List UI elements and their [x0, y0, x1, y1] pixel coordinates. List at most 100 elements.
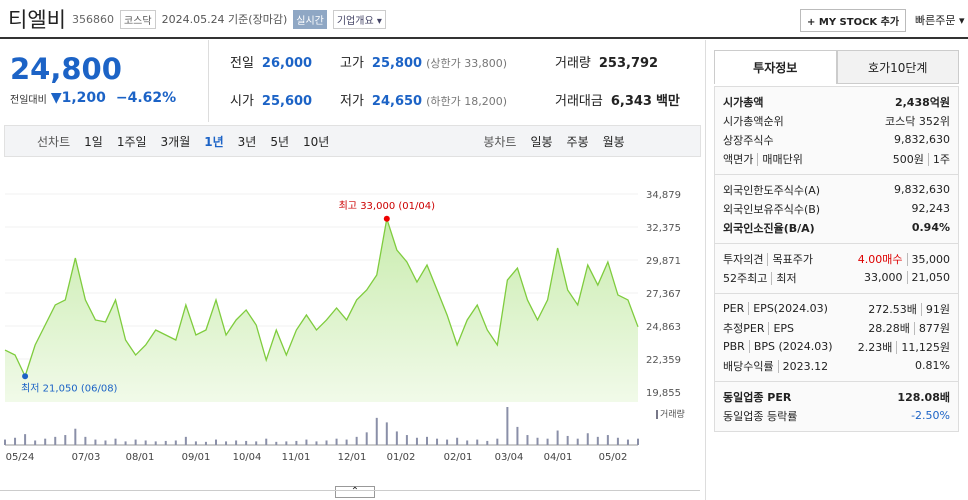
label-part: 상장주식수: [723, 133, 774, 147]
volume-bar: [546, 438, 549, 445]
side-row: 시가총액 2,438억원: [723, 92, 950, 111]
divider: [0, 490, 700, 491]
value-part: 0.94%: [911, 221, 950, 234]
side-row: 외국인소진율(B/A) 0.94%: [723, 218, 950, 237]
volume-bar: [94, 439, 97, 445]
current-price: 24,800: [10, 52, 122, 86]
y-tick-label: 27,367: [646, 289, 681, 300]
change: 전일대비 ▼1,200 −4.62%: [10, 90, 176, 106]
side-value: 0.94%: [912, 221, 950, 234]
summary-value: 253,792: [598, 56, 659, 71]
side-tab[interactable]: 투자정보: [714, 50, 837, 84]
x-tick-label: 07/03: [72, 452, 101, 463]
volume-bar: [486, 440, 489, 445]
label-part: 배당수익률: [723, 359, 774, 373]
x-tick-label: 08/01: [126, 452, 155, 463]
candle-tab[interactable]: 일봉: [530, 134, 553, 149]
volume-bar: [596, 436, 599, 445]
label-part: 시가총액순위: [723, 114, 784, 128]
volume-bar: [456, 437, 459, 445]
value-part: 128.08배: [897, 390, 950, 404]
volume-bar: [405, 435, 408, 445]
side-value: 33,000 21,050: [864, 271, 950, 284]
period-tab[interactable]: 5년: [270, 134, 290, 149]
x-tick-label: 11/01: [282, 452, 311, 463]
volume-bar: [426, 436, 428, 445]
volume-bar: [385, 422, 388, 445]
y-tick-label: 32,375: [646, 223, 681, 234]
volume-bar: [496, 438, 499, 445]
overview-button[interactable]: 기업개요 ▾: [332, 9, 386, 29]
x-tick-label: 02/01: [444, 452, 473, 463]
candle-tab[interactable]: 월봉: [602, 134, 625, 149]
volume-bar: [54, 436, 57, 445]
side-value: -2.50%: [911, 409, 950, 422]
volume-bar: [14, 437, 17, 445]
low-dot: [22, 373, 29, 380]
value-part: 28.28배: [868, 321, 910, 335]
volume-bar: [124, 441, 127, 445]
volume-bar: [466, 440, 469, 445]
side-section: 동일업종 PER 128.08배 동일업종 등락률 -2.50%: [715, 382, 958, 432]
period-tab[interactable]: 3년: [237, 134, 257, 149]
price-chart: 34,879 32,375 29,871 27,367 24,863 22,359 19,8…: [4, 190, 685, 463]
period-tabs: 선차트 1일 1주일 3개월 1년 3년 5년 10년 봉차트 일봉 주봉 월봉: [4, 125, 701, 157]
side-label: 동일업종 PER: [723, 389, 791, 405]
period-tab[interactable]: 10년: [303, 134, 330, 149]
side-label: 52주최고 최저: [723, 270, 797, 286]
value-part: 21,050: [906, 271, 950, 284]
volume-bar: [476, 439, 479, 445]
volume-bar: [255, 441, 258, 445]
label-part: 외국인한도주식수(A): [723, 183, 821, 197]
realtime-badge[interactable]: 실시간: [293, 9, 327, 29]
volume-bar: [556, 430, 559, 445]
candle-tab[interactable]: 주봉: [566, 134, 589, 149]
chart-type-label: 봉차트: [483, 134, 517, 149]
summary-value: 26,000: [261, 56, 313, 71]
label-part: 액면가: [723, 152, 754, 166]
volume-bar: [194, 441, 197, 445]
volume-bar: [446, 439, 449, 445]
period-tab[interactable]: 3개월: [160, 134, 191, 149]
summary-cell: 시가 25,600: [230, 90, 312, 109]
side-value: 272.53배 91원: [868, 301, 950, 317]
volume-bar: [164, 440, 167, 445]
side-label: 투자의견 목표주가: [723, 251, 813, 267]
collapse-button[interactable]: ⌃: [335, 486, 375, 498]
quick-order[interactable]: 빠른주문 ▾: [915, 14, 965, 27]
volume-bar: [616, 437, 619, 445]
side-label: 외국인보유주식수(B): [723, 201, 820, 217]
side-tab[interactable]: 호가10단계: [836, 50, 959, 84]
side-row: 액면가 매매단위 500원 1주: [723, 149, 950, 168]
volume-bar: [84, 436, 87, 445]
summary-value: 25,600: [261, 94, 313, 109]
period-tab[interactable]: 1일: [84, 134, 103, 149]
header: 티엘비 356860 코스닥 2024.05.24 기준(장마감) 실시간 기업…: [8, 6, 386, 32]
change-label: 전일대비: [10, 94, 47, 106]
y-tick-label: 24,863: [646, 322, 681, 333]
period-tab[interactable]: 1년: [204, 134, 224, 149]
change-value: ▼1,200: [50, 90, 106, 106]
volume-bar: [235, 440, 238, 445]
volume-label: 거래량: [660, 408, 685, 420]
period-tab[interactable]: 1주일: [116, 134, 147, 149]
label-part: BPS (2024.03): [748, 340, 833, 353]
divider: [0, 37, 968, 39]
mystock-button[interactable]: + MY STOCK 추가: [800, 9, 907, 32]
value-part: 9,832,630: [894, 133, 950, 146]
volume-bar: [44, 438, 47, 445]
y-tick-label: 29,871: [646, 256, 681, 267]
x-tick-label: 09/01: [182, 452, 211, 463]
value-part: 0.81%: [915, 359, 950, 372]
label-part: 추정PER: [723, 321, 765, 335]
stock-code: 356860: [71, 12, 114, 26]
summary-label: 전일: [230, 56, 254, 71]
side-value: 코스닥 352위: [885, 113, 950, 129]
value-part: 91원: [920, 302, 950, 316]
label-part: 외국인소진율(B/A): [723, 221, 815, 235]
volume-bar: [586, 433, 589, 445]
label-part: EPS(2024.03): [748, 302, 828, 315]
volume-bar: [24, 434, 27, 445]
volume-bar: [335, 438, 338, 445]
